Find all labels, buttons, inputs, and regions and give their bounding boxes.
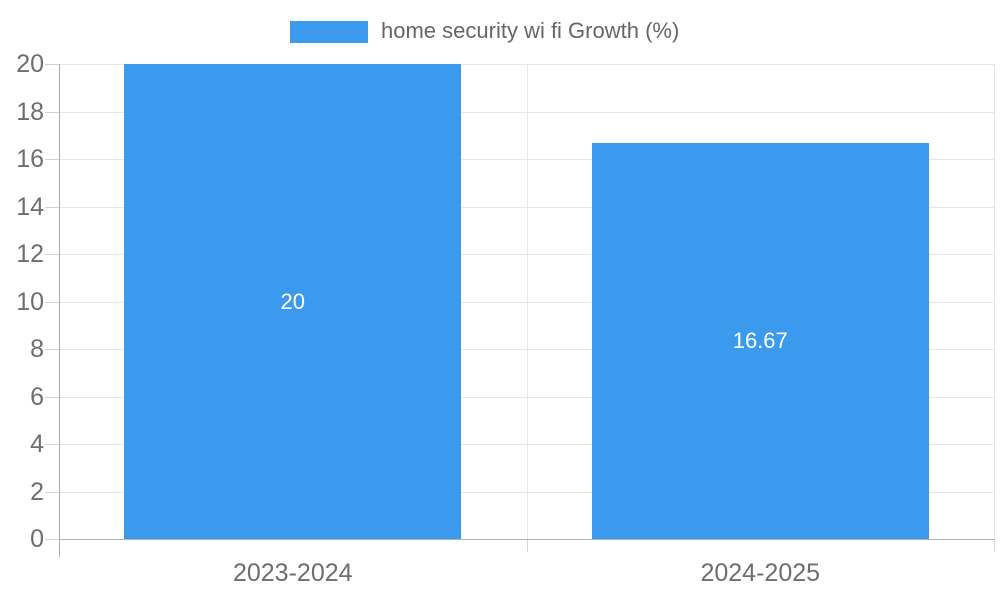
legend-label: home security wi fi Growth (%) xyxy=(381,18,680,43)
x-axis-tick xyxy=(526,539,528,552)
y-axis-tick xyxy=(45,301,59,303)
y-axis-tick-label: 8 xyxy=(30,335,44,363)
y-axis-tick-label: 20 xyxy=(16,50,44,78)
y-axis-tick-label: 14 xyxy=(16,192,44,221)
bar-value-label: 20 xyxy=(280,288,305,314)
y-axis-tick xyxy=(45,64,59,65)
y-axis-tick xyxy=(45,539,59,540)
v-gridline xyxy=(526,64,528,539)
y-axis-tick-label: 0 xyxy=(30,525,44,553)
y-axis-tick-label: 12 xyxy=(16,240,44,268)
y-axis-tick xyxy=(45,444,59,445)
y-axis-tick xyxy=(45,349,59,350)
x-axis-category-label: 2024-2025 xyxy=(700,559,821,587)
legend-color-swatch xyxy=(290,21,368,43)
y-axis-tick xyxy=(45,111,59,113)
y-axis-tick xyxy=(45,206,59,208)
x-axis-line xyxy=(59,539,994,540)
y-axis-tick-label: 6 xyxy=(30,382,44,411)
bar-2023-2024 xyxy=(124,64,462,539)
y-axis-tick-label: 16 xyxy=(16,145,44,173)
y-axis-tick-label: 4 xyxy=(30,430,44,458)
x-axis-tick xyxy=(994,539,995,552)
y-axis-tick xyxy=(45,159,59,160)
bar-2024-2025 xyxy=(591,143,929,539)
y-axis-tick xyxy=(45,254,59,255)
y-axis-line xyxy=(59,64,60,557)
y-axis-tick-label: 2 xyxy=(30,477,44,506)
y-axis-tick-label: 18 xyxy=(16,97,44,126)
bar-value-label: 16.67 xyxy=(732,328,788,354)
y-axis-tick xyxy=(45,396,59,398)
x-axis-category-label: 2023-2024 xyxy=(232,559,353,587)
y-axis-tick-label: 10 xyxy=(16,287,44,316)
y-axis-tick xyxy=(45,491,59,493)
v-gridline xyxy=(994,64,995,539)
